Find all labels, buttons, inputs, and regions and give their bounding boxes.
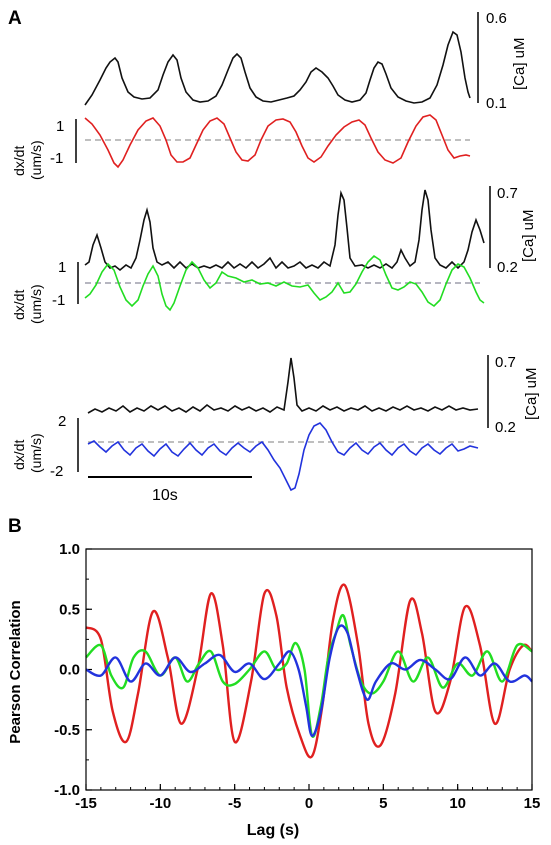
row-3-velocity-top: 2 — [58, 413, 66, 430]
row-1-calcium-top: 0.6 — [486, 10, 507, 27]
series-layer — [85, 583, 533, 759]
row-1-velocity-trace — [84, 114, 471, 169]
row-2-velocity-bottom: -1 — [52, 292, 65, 309]
x-tick-label-0: -15 — [75, 795, 97, 812]
x-axis-label: Lag (s) — [247, 822, 299, 839]
row-3-velocity-trace — [87, 422, 479, 492]
row-2: 0.7 0.2 [Ca] uM dx/dt (um/s) 1 -1 — [11, 185, 537, 324]
row-1-calcium-unit: [Ca] uM — [511, 37, 528, 90]
row-1: 0.6 0.1 [Ca] uM dx/dt (um/s) 1 -1 — [11, 10, 528, 180]
row-3-velocity-label-1: dx/dt — [11, 440, 27, 470]
x-tick-label-3: 0 — [305, 795, 313, 812]
x-tick-label-2: -5 — [228, 795, 241, 812]
y-tick-label-3: -0.5 — [54, 722, 80, 739]
row-3: 0.7 0.2 [Ca] uM dx/dt (um/s) 2 -2 — [11, 354, 540, 492]
x-tick-label-1: -10 — [149, 795, 171, 812]
row-1-velocity-bottom: -1 — [50, 150, 63, 167]
row-3-calcium-trace — [87, 357, 479, 414]
y-axis-label: Pearson Correlation — [7, 600, 24, 743]
row-1-calcium-bottom: 0.1 — [486, 95, 507, 112]
y-tick-label-2: 0.0 — [59, 662, 80, 679]
row-3-calcium-top: 0.7 — [495, 354, 516, 371]
row-3-velocity-label-2: (um/s) — [28, 433, 44, 473]
time-scalebar-label: 10s — [152, 487, 178, 504]
row-1-velocity-label-2: (um/s) — [28, 140, 44, 180]
panel-b-label: B — [8, 516, 22, 537]
row-2-calcium-trace — [84, 189, 485, 272]
x-tick-label-4: 5 — [379, 795, 387, 812]
row-3-velocity-bottom: -2 — [50, 463, 63, 480]
row-1-calcium-trace — [84, 30, 471, 106]
y-tick-label-4: -1.0 — [54, 782, 80, 799]
row-2-calcium-top: 0.7 — [497, 185, 518, 202]
series-blue-line — [85, 624, 533, 737]
y-tick-label-0: 1.0 — [59, 541, 80, 558]
row-2-calcium-bottom: 0.2 — [497, 259, 518, 276]
row-3-calcium-unit: [Ca] uM — [523, 367, 540, 420]
row-2-velocity-label-2: (um/s) — [28, 284, 44, 324]
plot-frame — [85, 548, 533, 791]
correlation-chart: 1.0 0.5 0.0 -0.5 -1.0 -15 -10 -5 0 5 10 15 — [54, 541, 540, 812]
x-tick-label-6: 15 — [524, 795, 541, 812]
x-axis: -15 -10 -5 0 5 10 15 — [75, 784, 540, 812]
row-2-calcium-unit: [Ca] uM — [520, 209, 537, 262]
row-1-velocity-top: 1 — [56, 118, 64, 135]
row-2-velocity-label-1: dx/dt — [11, 290, 27, 320]
series-red-line — [85, 583, 533, 759]
row-2-velocity-trace — [84, 254, 485, 312]
row-3-calcium-bottom: 0.2 — [495, 419, 516, 436]
row-2-velocity-top: 1 — [58, 259, 66, 276]
x-tick-label-5: 10 — [449, 795, 466, 812]
row-1-velocity-label-1: dx/dt — [11, 146, 27, 176]
panel-a-label: A — [8, 8, 22, 29]
y-tick-label-1: 0.5 — [59, 601, 80, 618]
